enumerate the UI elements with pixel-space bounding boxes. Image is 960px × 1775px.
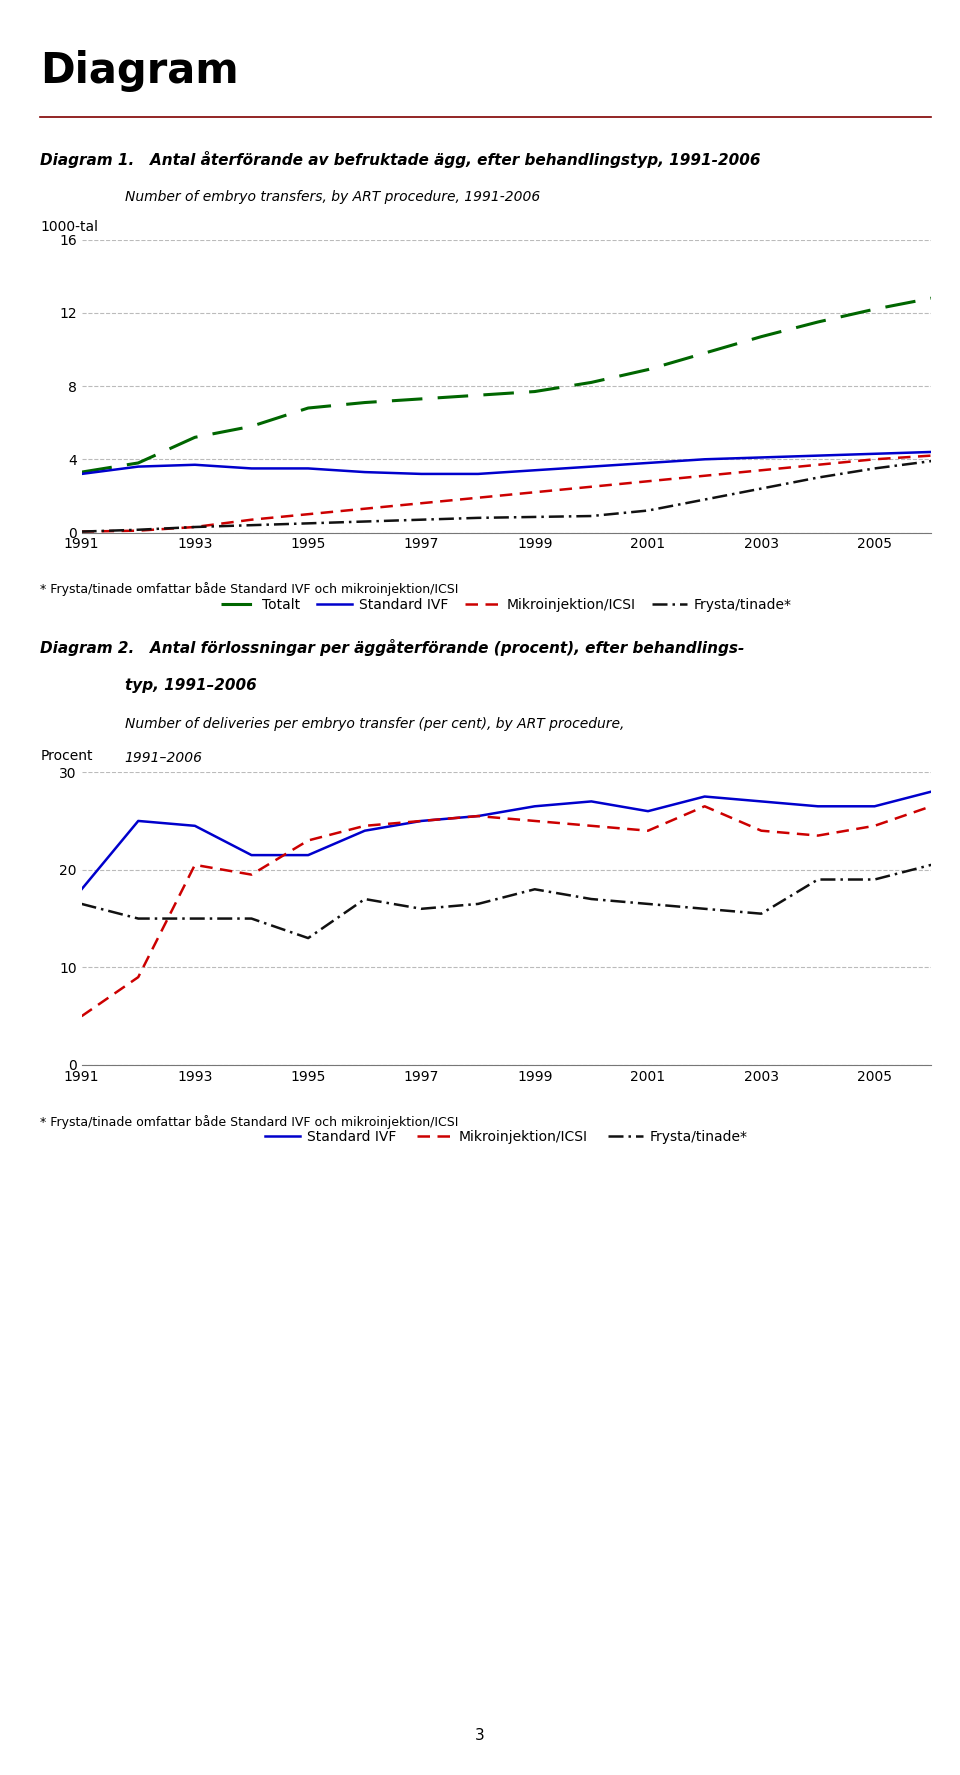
Text: 1991–2006: 1991–2006 bbox=[125, 751, 203, 765]
Text: * Frysta/tinade omfattar både Standard IVF och mikroinjektion/ICSI: * Frysta/tinade omfattar både Standard I… bbox=[40, 582, 459, 596]
Legend: Totalt, Standard IVF, Mikroinjektion/ICSI, Frysta/tinade*: Totalt, Standard IVF, Mikroinjektion/ICS… bbox=[215, 593, 798, 618]
Text: Diagram: Diagram bbox=[40, 50, 239, 92]
Text: 1000-tal: 1000-tal bbox=[40, 220, 98, 234]
Text: Procent: Procent bbox=[40, 749, 93, 763]
Text: Diagram 1.   Antal återförande av befruktade ägg, efter behandlingstyp, 1991-200: Diagram 1. Antal återförande av befrukta… bbox=[40, 151, 761, 169]
Text: Number of deliveries per embryo transfer (per cent), by ART procedure,: Number of deliveries per embryo transfer… bbox=[125, 717, 624, 731]
Text: * Frysta/tinade omfattar både Standard IVF och mikroinjektion/ICSI: * Frysta/tinade omfattar både Standard I… bbox=[40, 1115, 459, 1129]
Text: 3: 3 bbox=[475, 1729, 485, 1743]
Legend: Standard IVF, Mikroinjektion/ICSI, Frysta/tinade*: Standard IVF, Mikroinjektion/ICSI, Fryst… bbox=[259, 1125, 754, 1150]
Text: Diagram 2.   Antal förlossningar per äggåterförande (procent), efter behandlings: Diagram 2. Antal förlossningar per äggåt… bbox=[40, 639, 745, 657]
Text: typ, 1991–2006: typ, 1991–2006 bbox=[125, 678, 256, 692]
Text: Number of embryo transfers, by ART procedure, 1991-2006: Number of embryo transfers, by ART proce… bbox=[125, 190, 540, 204]
